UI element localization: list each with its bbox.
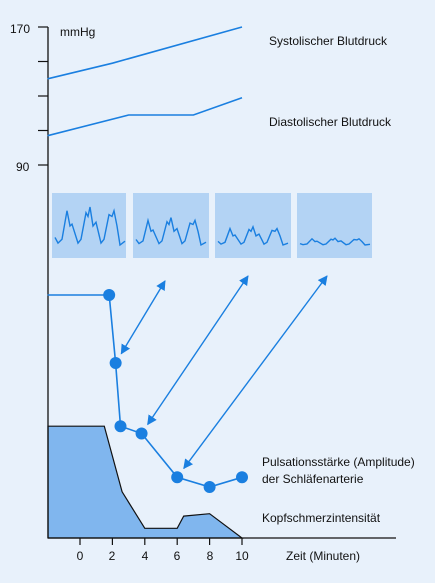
amplitude-marker-1 (103, 289, 116, 301)
amplitude-marker-4 (135, 427, 148, 440)
amplitude-marker-3 (114, 420, 127, 433)
amplitude-marker-7 (236, 471, 248, 484)
x-tick-label-8: 8 (207, 549, 214, 563)
y-tick-label-170: 170 (10, 22, 30, 36)
x-tick-label-0: 0 (77, 549, 84, 563)
waveform-panel-4 (297, 193, 372, 258)
x-tick-label-6: 6 (174, 549, 181, 563)
y-axis-ticks (38, 26, 48, 166)
y-tick-label-90: 90 (16, 160, 30, 174)
headache-label: Kopfschmerzintensität (262, 511, 381, 525)
correspondence-arrows (120, 275, 328, 470)
x-tick-label-2: 2 (109, 549, 116, 563)
waveform-panel-2 (133, 193, 209, 258)
amplitude-marker-2 (109, 357, 122, 370)
diastolic-line (47, 96, 243, 137)
waveform-panel-1 (52, 193, 126, 258)
correspondence-arrow-3 (183, 275, 328, 470)
systolic-label: Systolischer Blutdruck (269, 34, 388, 48)
pulse-waveform-3 (217, 224, 289, 246)
amplitude-marker-5 (171, 471, 184, 484)
waveform-panels (52, 193, 372, 258)
amplitude-marker-6 (203, 480, 216, 493)
pulse-waveform-1 (54, 206, 126, 247)
correspondence-arrow-1 (120, 280, 166, 355)
headache-area-layer (47, 425, 244, 539)
amplitude-label: Pulsationsstärke (Amplitude) der Schläfe… (262, 455, 418, 486)
headache-intensity-area (47, 425, 244, 539)
pulse-waveform-2 (135, 217, 207, 247)
amplitude-markers (103, 289, 248, 493)
diastolic-label: Diastolischer Blutdruck (269, 115, 392, 129)
pulse-waveform-4 (299, 237, 371, 246)
systolic-line (47, 26, 243, 80)
x-axis-title: Zeit (Minuten) (286, 549, 360, 563)
x-tick-label-10: 10 (235, 549, 249, 563)
y-unit-label: mmHg (60, 25, 95, 39)
x-axis-ticks (79, 538, 243, 545)
x-tick-label-4: 4 (142, 549, 149, 563)
